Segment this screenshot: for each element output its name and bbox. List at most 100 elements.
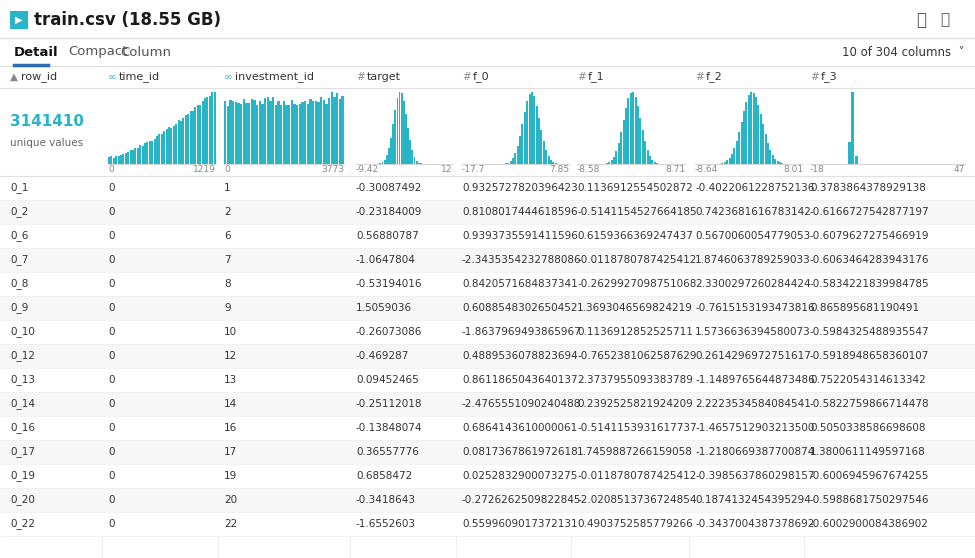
Bar [781, 163, 784, 164]
Bar [288, 105, 291, 164]
Text: 0.6864143610000061: 0.6864143610000061 [462, 423, 577, 433]
Text: -1.2180669387700874: -1.2180669387700874 [695, 447, 814, 457]
Bar [637, 106, 639, 164]
Text: 0.0817367861972618: 0.0817367861972618 [462, 447, 578, 457]
Text: 2.3300297260284424: 2.3300297260284424 [695, 279, 810, 289]
Bar [848, 142, 851, 164]
Bar [166, 129, 168, 164]
Bar [769, 150, 771, 164]
Text: 0: 0 [108, 495, 114, 505]
Bar [163, 131, 165, 164]
Bar [323, 100, 325, 164]
Text: -0.2629927098751068: -0.2629927098751068 [577, 279, 696, 289]
Text: -0.6063464283943176: -0.6063464283943176 [810, 255, 929, 265]
Bar [240, 104, 242, 164]
Bar [613, 157, 615, 164]
Text: 16: 16 [224, 423, 237, 433]
Text: -0.5918948658360107: -0.5918948658360107 [810, 351, 929, 361]
Text: 0.8420571684837341: 0.8420571684837341 [462, 279, 578, 289]
Text: #: # [810, 72, 819, 82]
Text: -0.0118780787425412: -0.0118780787425412 [577, 471, 696, 481]
Text: 12: 12 [224, 351, 237, 361]
Text: 0_13: 0_13 [10, 374, 35, 386]
Text: 1.7459887266159058: 1.7459887266159058 [577, 447, 693, 457]
Text: 0_7: 0_7 [10, 254, 28, 266]
Text: 0: 0 [108, 279, 114, 289]
Bar [226, 106, 229, 164]
Bar [762, 124, 764, 164]
Bar [331, 92, 332, 164]
Bar [286, 105, 288, 164]
Bar [182, 118, 184, 164]
Bar [750, 92, 753, 164]
Text: 7: 7 [224, 255, 231, 265]
Text: -2.3435354232788086: -2.3435354232788086 [462, 255, 582, 265]
Bar [642, 130, 644, 164]
Bar [743, 111, 745, 164]
Bar [722, 163, 723, 164]
Bar [0, 88, 975, 176]
Bar [733, 148, 735, 164]
Bar [395, 110, 396, 164]
Bar [177, 121, 179, 164]
Bar [168, 127, 170, 164]
Bar [755, 97, 757, 164]
Bar [758, 104, 760, 164]
Text: 0.09452465: 0.09452465 [356, 375, 418, 385]
Text: 0.1136912852525711: 0.1136912852525711 [577, 327, 693, 337]
Bar [0, 464, 975, 488]
Text: 8.71: 8.71 [665, 166, 685, 175]
Bar [723, 162, 725, 164]
Bar [0, 176, 975, 200]
Bar [173, 126, 175, 164]
Text: 0.9325727820396423: 0.9325727820396423 [462, 183, 578, 193]
Bar [555, 163, 557, 164]
Bar [528, 94, 530, 164]
Bar [187, 114, 189, 164]
Text: 0.1874132454395294: 0.1874132454395294 [695, 495, 811, 505]
Bar [261, 104, 263, 164]
Bar [135, 148, 136, 164]
Text: 0: 0 [108, 375, 114, 385]
Bar [630, 93, 632, 164]
Bar [410, 141, 411, 164]
Text: 17: 17 [224, 447, 237, 457]
Text: 10: 10 [224, 327, 237, 337]
Text: 0.3783864378929138: 0.3783864378929138 [810, 183, 926, 193]
Text: 47: 47 [954, 166, 965, 175]
Text: -0.6006945967674255: -0.6006945967674255 [810, 471, 929, 481]
Text: 2: 2 [224, 207, 231, 217]
Text: 1.3800611149597168: 1.3800611149597168 [810, 447, 925, 457]
Text: -0.3418643: -0.3418643 [356, 495, 416, 505]
Bar [320, 98, 323, 164]
Bar [540, 130, 542, 164]
Bar [553, 162, 555, 164]
Bar [748, 95, 750, 164]
Text: 0_12: 0_12 [10, 350, 35, 362]
Text: 0.0252832900073275: 0.0252832900073275 [462, 471, 577, 481]
Bar [312, 101, 314, 164]
Text: -0.7615153193473816: -0.7615153193473816 [695, 303, 815, 313]
Text: -0.30087492: -0.30087492 [356, 183, 422, 193]
Bar [632, 92, 635, 164]
Bar [0, 296, 975, 320]
Bar [0, 200, 975, 224]
Text: -1.6552603: -1.6552603 [356, 519, 416, 529]
Bar [401, 93, 403, 164]
Bar [130, 151, 132, 164]
Bar [229, 100, 232, 164]
Bar [654, 162, 656, 164]
Text: -1.8637969493865967: -1.8637969493865967 [462, 327, 582, 337]
Bar [224, 102, 226, 164]
Text: 0.4903752585779266: 0.4903752585779266 [577, 519, 693, 529]
Bar [108, 157, 110, 164]
Bar [403, 101, 405, 164]
Text: 0_10: 0_10 [10, 326, 35, 338]
Text: -0.3985637860298157: -0.3985637860298157 [695, 471, 814, 481]
Text: 3773: 3773 [321, 166, 344, 175]
Text: 0.36557776: 0.36557776 [356, 447, 419, 457]
Bar [204, 98, 206, 164]
Bar [543, 141, 545, 164]
Bar [0, 320, 975, 344]
Text: -0.26073086: -0.26073086 [356, 327, 422, 337]
